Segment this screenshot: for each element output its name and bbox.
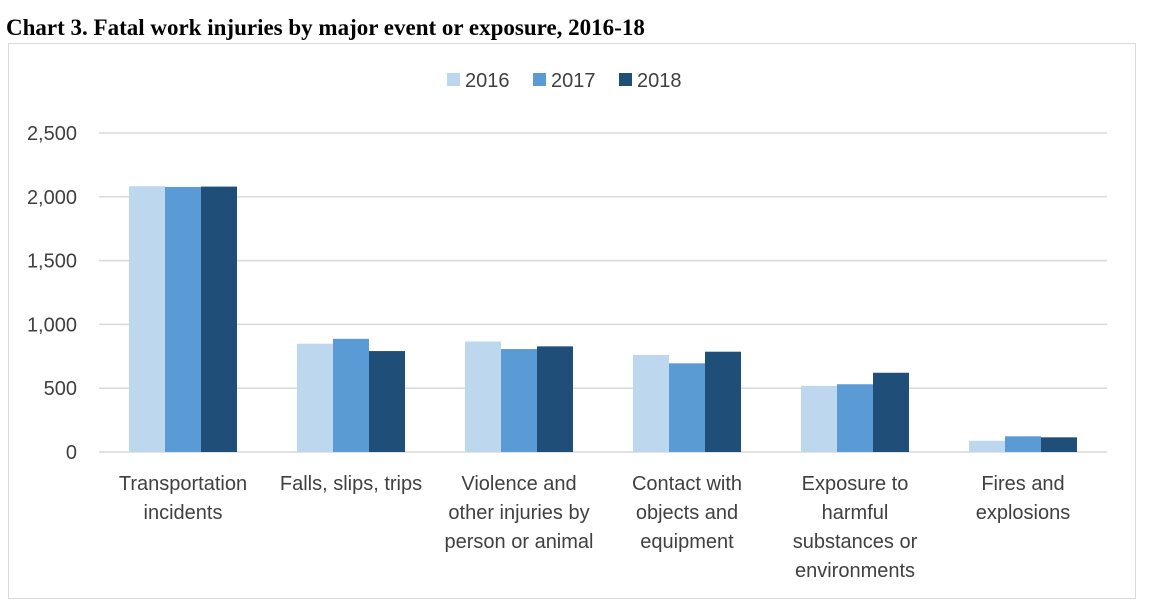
- bar-2017: [669, 363, 705, 452]
- y-axis-ticks: 0 500 1,000 1,500 2,000 2,500: [27, 123, 77, 464]
- x-category-label-line: incidents: [144, 502, 223, 524]
- y-tick-label: 0: [66, 442, 77, 464]
- chart-area: 2016 2017 2018 0 500 1,000 1,500 2,000 2,500 Tr…: [8, 43, 1136, 599]
- gridlines: [99, 132, 1107, 453]
- x-category-label-line: substances or: [793, 531, 918, 553]
- bar-2017: [1005, 436, 1041, 452]
- x-category-label-line: Exposure to: [802, 473, 909, 495]
- bar-2018: [705, 351, 741, 452]
- bar-2017: [837, 384, 873, 452]
- x-category-label-line: Falls, slips, trips: [280, 473, 422, 495]
- legend-swatch-2017: [533, 73, 546, 86]
- legend-swatch-2018: [619, 73, 632, 86]
- x-category-label-line: other injuries by: [448, 502, 589, 524]
- x-category-label: Violence and other injuries by person or a…: [445, 473, 594, 553]
- x-axis-labels: Transportation incidents Falls, slips, tri…: [119, 473, 1070, 582]
- x-category-label: Transportation incidents: [119, 473, 247, 524]
- bar-2017: [333, 338, 369, 452]
- bar-2017: [501, 349, 537, 452]
- bar-2018: [369, 351, 405, 452]
- x-category-label-line: Transportation: [119, 473, 247, 495]
- legend-label-2018: 2018: [637, 70, 682, 92]
- y-tick-label: 2,500: [27, 123, 77, 145]
- bar-2016: [465, 341, 501, 452]
- x-category-label: Exposure to harmful substances or environme…: [793, 473, 918, 582]
- x-category-label: Falls, slips, trips: [280, 473, 422, 495]
- legend-label-2016: 2016: [465, 70, 510, 92]
- x-category-label-line: explosions: [976, 502, 1071, 524]
- x-category-label-line: Fires and: [981, 473, 1064, 495]
- bar-2016: [801, 385, 837, 452]
- bar-2018: [873, 372, 909, 452]
- bar-2016: [297, 343, 333, 452]
- x-category-label-line: equipment: [640, 531, 734, 553]
- bar-2016: [633, 354, 669, 452]
- x-category-label-line: objects and: [636, 502, 738, 524]
- legend-swatch-2016: [447, 73, 460, 86]
- x-category-label-line: Contact with: [632, 473, 742, 495]
- bar-2018: [201, 186, 237, 453]
- x-category-label-line: person or animal: [445, 531, 594, 553]
- y-tick-label: 1,500: [27, 251, 77, 273]
- y-tick-label: 500: [44, 378, 77, 400]
- chart-title: Chart 3. Fatal work injuries by major ev…: [6, 15, 645, 40]
- legend: 2016 2017 2018: [447, 70, 682, 92]
- bar-2018: [537, 346, 573, 452]
- bar-chart: 2016 2017 2018 0 500 1,000 1,500 2,000 2,500 Tr…: [27, 70, 1107, 582]
- y-tick-label: 1,000: [27, 314, 77, 336]
- x-category-label: Contact with objects and equipment: [632, 473, 742, 553]
- x-category-label: Fires and explosions: [976, 473, 1071, 524]
- x-category-label-line: harmful: [822, 502, 889, 524]
- x-category-label-line: environments: [795, 560, 915, 582]
- bar-2016: [129, 186, 165, 452]
- bar-2018: [1041, 437, 1077, 452]
- bar-2017: [165, 186, 201, 452]
- bars: [129, 186, 1077, 453]
- y-tick-label: 2,000: [27, 187, 77, 209]
- bar-2016: [969, 440, 1005, 452]
- legend-label-2017: 2017: [551, 70, 596, 92]
- x-category-label-line: Violence and: [461, 473, 576, 495]
